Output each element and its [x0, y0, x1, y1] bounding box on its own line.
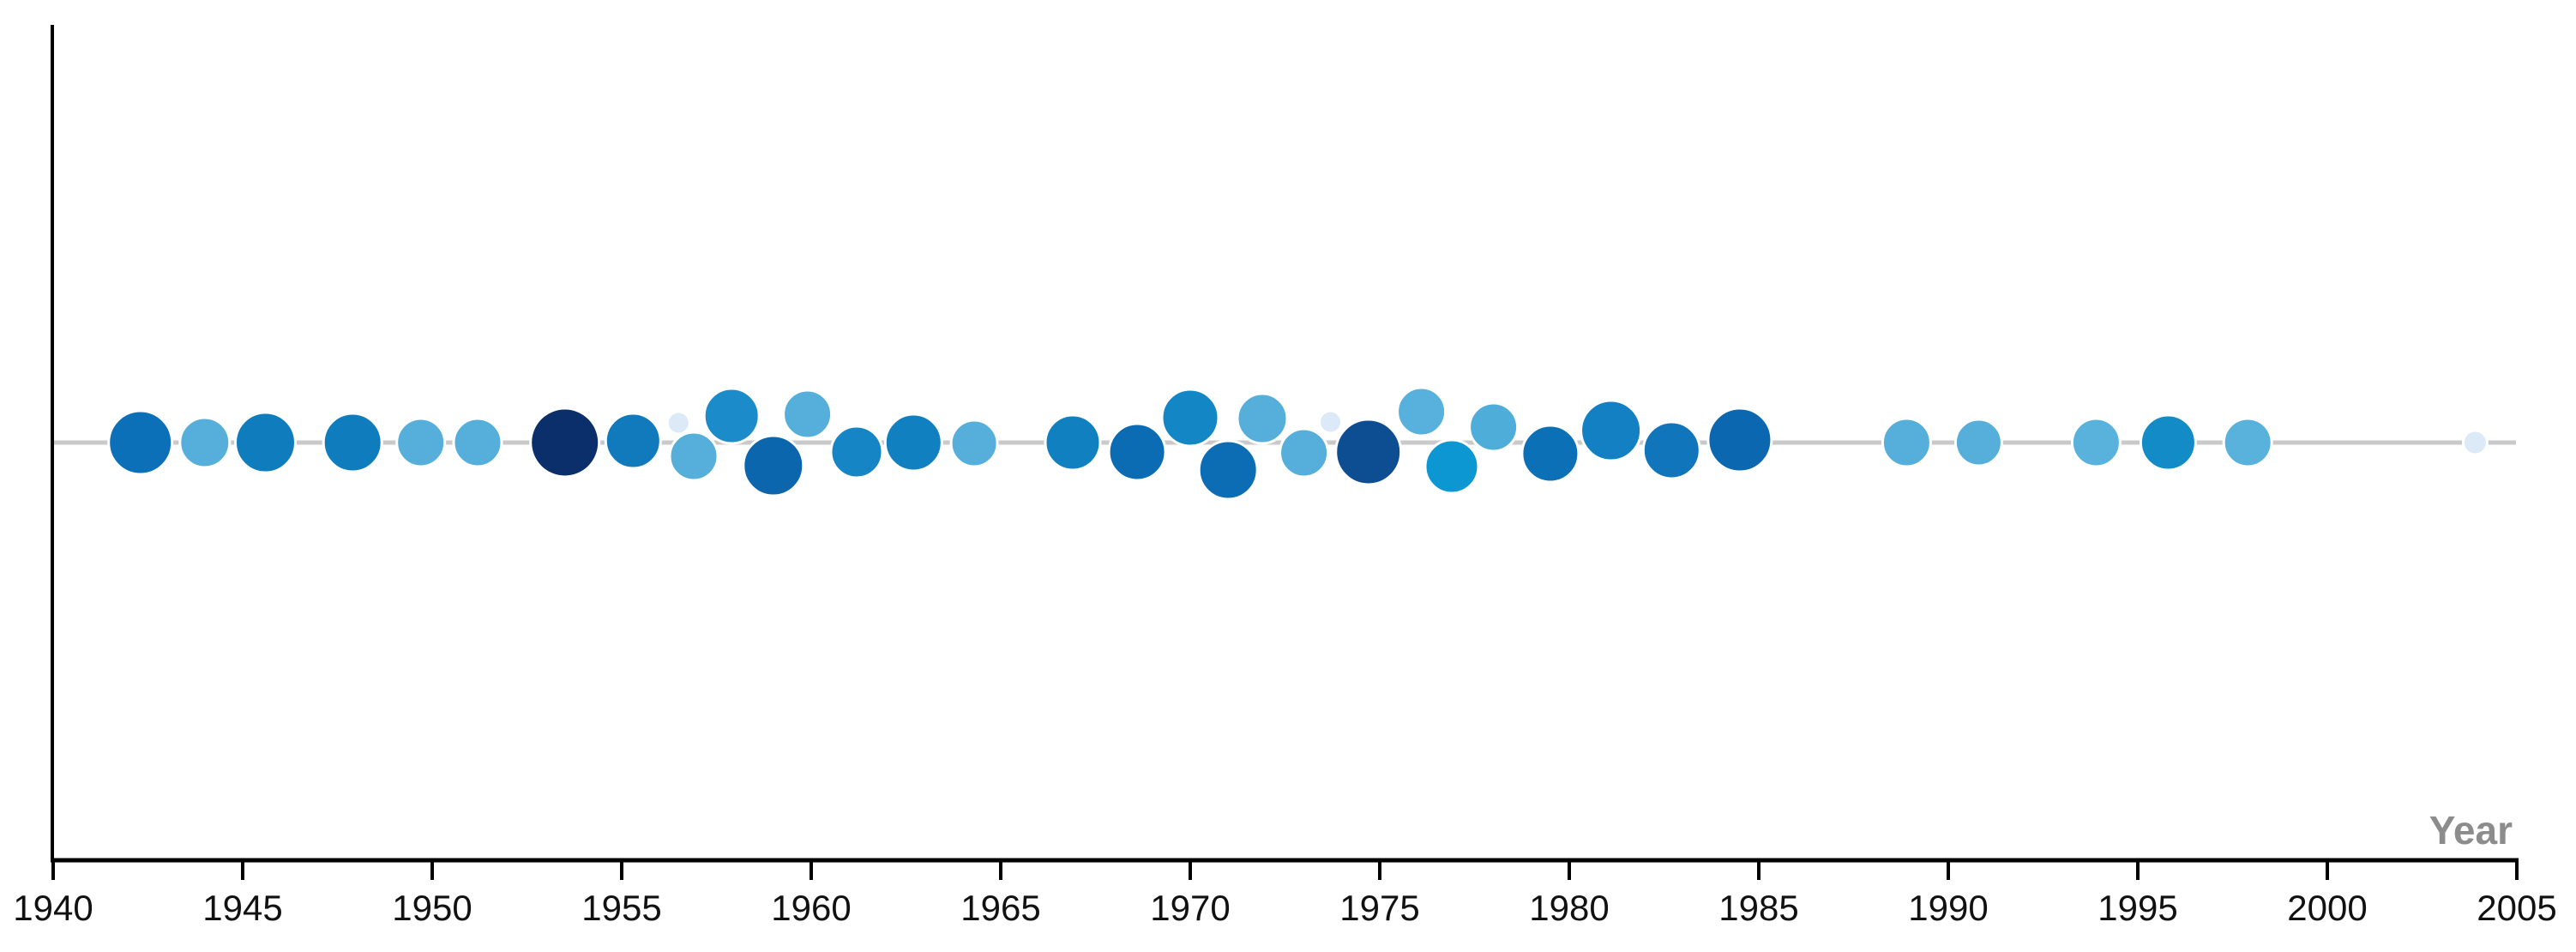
bubble-year-1960: [782, 389, 834, 440]
x-tick-label-1980: 1980: [1529, 888, 1609, 928]
x-tick-label-1985: 1985: [1718, 888, 1798, 928]
bubble-year-1954: [529, 407, 601, 479]
x-tick-label-2005: 2005: [2477, 888, 2556, 928]
bubble-series: [107, 386, 2489, 501]
x-axis-ticks: 1940 1945 1950 1955 1960 1965 1970 1975 1980 1985…: [13, 860, 2557, 928]
bubble-year-1994: [2070, 417, 2122, 468]
x-tick-label-1950: 1950: [392, 888, 472, 928]
bubble-year-1957: [665, 410, 691, 436]
bubble-year-1970: [1160, 388, 1220, 448]
bubble-year-1944: [178, 416, 232, 469]
bubble-year-2004: [2461, 429, 2489, 456]
x-tick-label-1965: 1965: [960, 888, 1040, 928]
bubble-year-1948: [322, 412, 383, 473]
bubble-year-1964: [949, 419, 999, 468]
bubble-year-1974: [1318, 409, 1343, 435]
x-tick-label-1945: 1945: [202, 888, 282, 928]
bubble-year-1989: [1881, 417, 1932, 468]
bubble-year-1967: [1044, 413, 1102, 472]
bubble-year-1942: [107, 409, 174, 476]
bubble-year-1959: [742, 434, 805, 497]
bubble-year-1971: [1197, 439, 1259, 501]
bubble-year-1951: [452, 417, 503, 468]
x-tick-label-1975: 1975: [1339, 888, 1419, 928]
bubble-year-1981: [1580, 399, 1643, 462]
x-tick-label-1990: 1990: [1908, 888, 1988, 928]
bubble-year-1976: [1396, 386, 1447, 437]
bubble-year-1955: [604, 412, 662, 470]
x-tick-label-1960: 1960: [771, 888, 851, 928]
bubble-year-1969: [1107, 422, 1167, 482]
bubble-year-1958: [702, 387, 761, 445]
bubble-year-1985: [1706, 407, 1773, 473]
x-tick-label-1970: 1970: [1150, 888, 1230, 928]
x-tick-label-2000: 2000: [2287, 888, 2367, 928]
bubble-year-1980: [1520, 424, 1580, 484]
x-tick-label-1940: 1940: [13, 888, 93, 928]
bubble-year-1950: [395, 417, 447, 468]
x-axis-title: Year: [2429, 808, 2513, 853]
bubble-year-1978: [1468, 401, 1520, 453]
x-tick-label-1955: 1955: [581, 888, 661, 928]
x-tick-label-1995: 1995: [2098, 888, 2177, 928]
bubble-year-1972: [1236, 392, 1289, 445]
bubble-year-1963: [883, 413, 943, 473]
bubble-year-1957: [668, 431, 719, 482]
bubble-year-1983: [1641, 420, 1701, 480]
bubble-year-1998: [2222, 417, 2273, 468]
bubble-year-1946: [234, 411, 297, 474]
bubble-year-1977: [1423, 438, 1480, 495]
bubble-year-1975: [1334, 418, 1403, 486]
bubble-year-1996: [2139, 413, 2197, 472]
bubble-year-1991: [1953, 418, 2003, 467]
bubble-year-1973: [1279, 427, 1330, 479]
bubble-year-1961: [829, 425, 884, 479]
